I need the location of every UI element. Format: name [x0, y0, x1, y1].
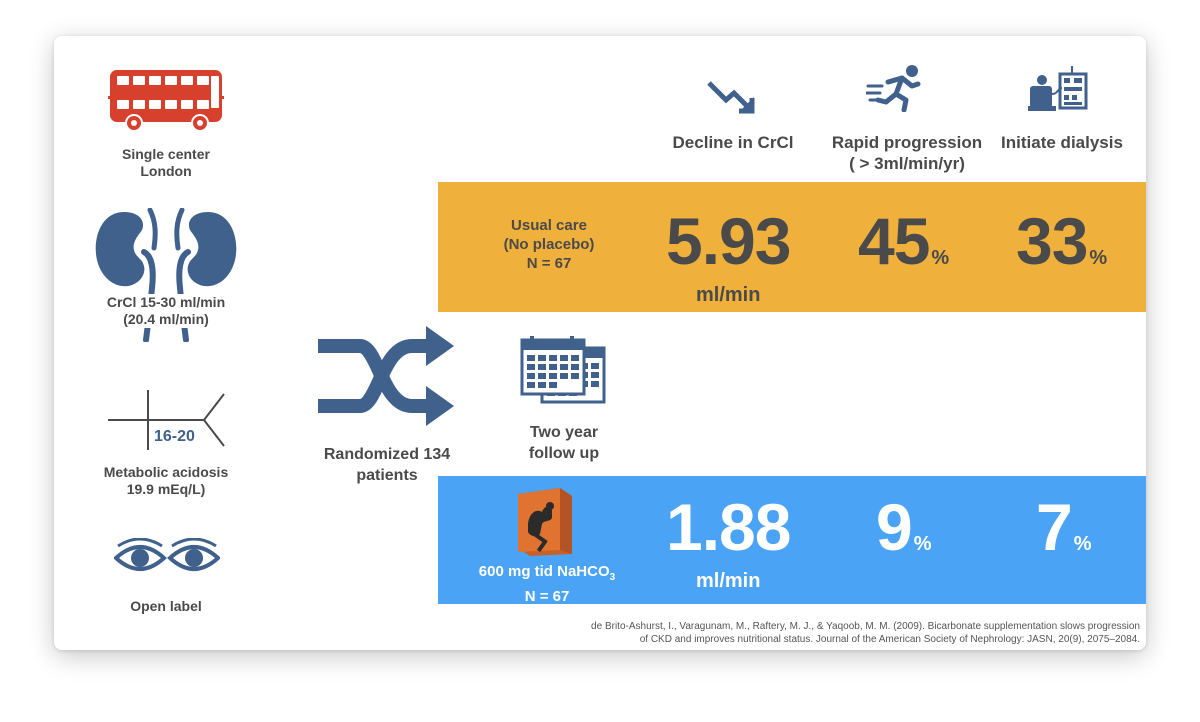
usual-care-rapid-pct: % [931, 247, 950, 269]
citation-line1: de Brito-Ashurst, I., Varagunam, M., Raf… [591, 621, 1140, 632]
kidney-label: CrCl 15-30 ml/min (20.4 ml/min) [76, 294, 256, 328]
calendar-icon [520, 336, 606, 404]
usual-care-dialysis-number: 33 [1016, 204, 1088, 278]
bicarbonate-subscript: 3 [609, 572, 616, 583]
kidney-line1: CrCl 15-30 ml/min [106, 294, 226, 310]
acidosis-line2: 19.9 mEq/L) [126, 481, 206, 497]
usual-care-rapid-value: 45% [858, 208, 949, 291]
usual-care-band [438, 182, 1146, 312]
citation-line2: of CKD and improves nutritional status. … [639, 634, 1140, 645]
bicarbonate-dose: 600 mg tid NaHCO [478, 563, 610, 580]
setting-line1: Single center [122, 146, 210, 162]
randomized-label: Randomized 134 patients [302, 444, 472, 486]
bicarbonate-label: 600 mg tid NaHCO3 N = 67 [452, 562, 642, 606]
bicarbonate-line2: N = 67 [524, 588, 570, 605]
citation: de Brito-Ashurst, I., Varagunam, M., Raf… [500, 620, 1140, 646]
bicarbonate-dialysis-number: 7 [1036, 490, 1073, 564]
bicarbonate-dialysis-pct: % [1073, 533, 1092, 555]
acidosis-line1: Metabolic acidosis [103, 464, 229, 480]
usual-care-decline-unit: ml/min [696, 284, 761, 306]
follow-up-label: Two year follow up [494, 422, 634, 464]
eyes-icon [114, 538, 220, 571]
setting-line2: London [140, 163, 192, 179]
kidney-line2: (20.4 ml/min) [123, 311, 209, 327]
usual-care-line1: Usual care [511, 217, 587, 234]
strength-box-icon [518, 488, 572, 556]
usual-care-dialysis-pct: % [1089, 247, 1108, 269]
randomized-line2: patients [356, 467, 418, 484]
bicarbonate-line1: 600 mg tid NaHCO3 [452, 562, 642, 587]
acidosis-label: Metabolic acidosis 19.9 mEq/L) [76, 464, 256, 498]
open-label-text: Open label [130, 598, 202, 614]
follow-up-line2: follow up [528, 445, 600, 462]
column-header-decline: Decline in CrCl [672, 133, 794, 152]
double-decker-bus-icon [108, 70, 224, 132]
follow-up-line1: Two year [529, 424, 599, 441]
bicarbonate-decline-value: 1.88 [666, 490, 791, 564]
bicarbonate-decline-unit: ml/min [696, 570, 761, 592]
bicarbonate-dialysis-value: 7% [1036, 494, 1092, 577]
bicarbonate-rapid-pct: % [913, 533, 932, 555]
usual-care-line3: N = 67 [526, 255, 572, 272]
running-person-icon [866, 65, 921, 112]
usual-care-decline-value: 5.93 [666, 204, 791, 278]
shuffle-icon [318, 326, 454, 426]
usual-care-line2: (No placebo) [503, 236, 595, 253]
column-header-dialysis: Initiate dialysis [1001, 133, 1123, 152]
setting-label: Single center London [76, 146, 256, 180]
bicarbonate-rapid-value: 9% [876, 494, 932, 577]
usual-care-rapid-number: 45 [858, 204, 930, 278]
decline-arrow-icon [707, 81, 755, 114]
infographic-card: Single center London CrCl 15-30 ml/min (… [54, 36, 1146, 650]
usual-care-dialysis-value: 33% [1016, 208, 1107, 291]
column-header-rapid-line2: ( > 3ml/min/yr) [849, 154, 965, 173]
dialysis-machine-icon [1028, 66, 1088, 111]
acidosis-range-value: 16-20 [154, 428, 195, 445]
column-header-rapid: Rapid progression ( > 3ml/min/yr) [822, 132, 992, 174]
usual-care-label: Usual care (No placebo) N = 67 [474, 216, 624, 273]
column-header-rapid-line1: Rapid progression [831, 133, 983, 152]
bicarbonate-rapid-number: 9 [876, 490, 913, 564]
fishbone-icon [108, 390, 225, 450]
randomized-line1: Randomized 134 [323, 446, 451, 463]
